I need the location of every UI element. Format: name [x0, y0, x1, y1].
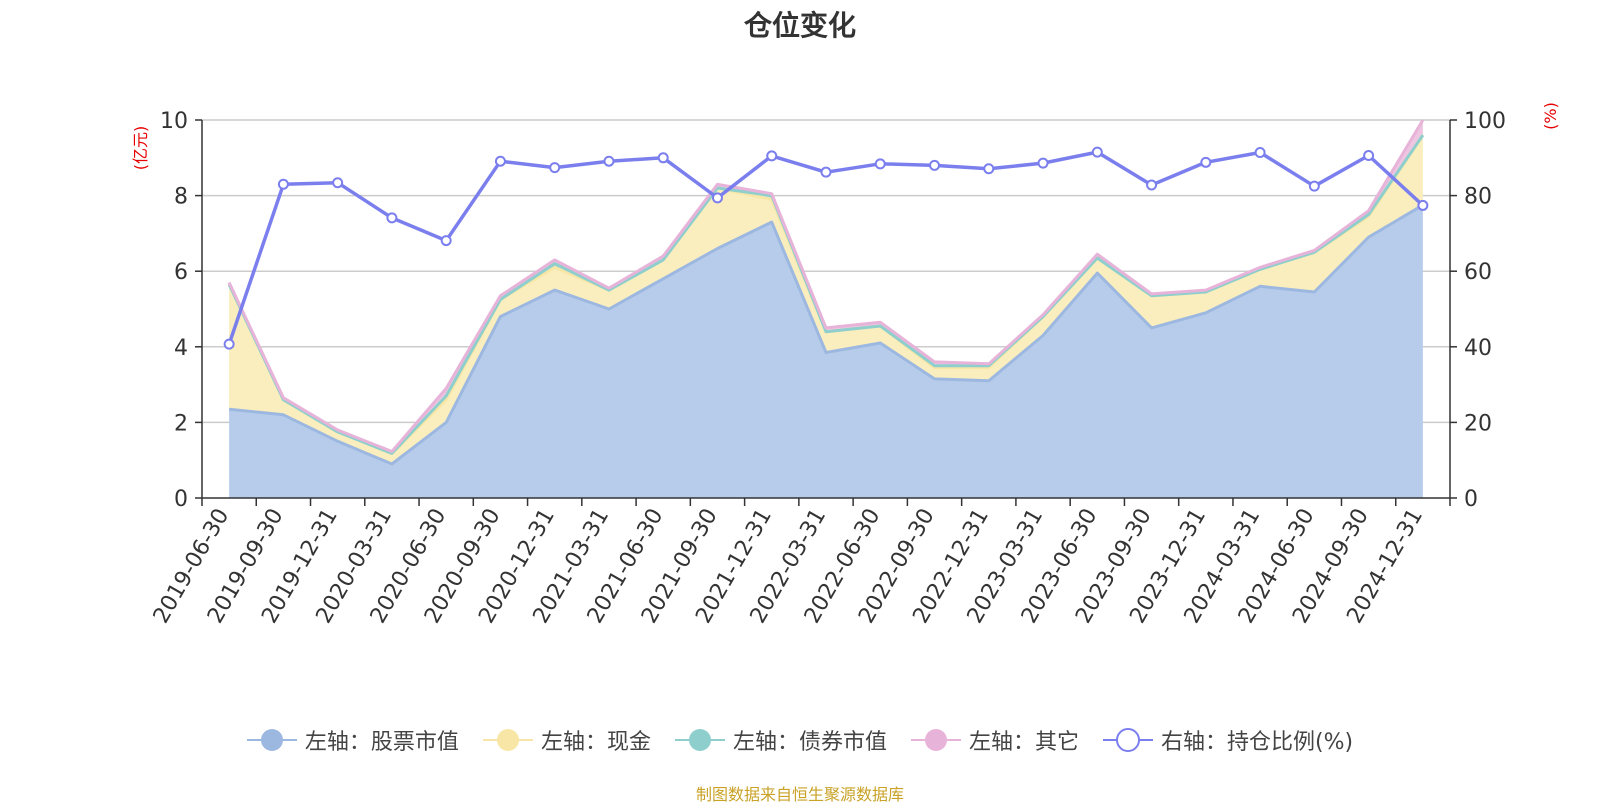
- area-series-1: [229, 135, 1423, 464]
- left-tick-label: 8: [174, 185, 188, 210]
- ratio-point: [711, 192, 723, 204]
- legend-marker-bond: [674, 729, 725, 751]
- legend-item-cash[interactable]: 左轴：现金: [482, 724, 651, 756]
- legend-label-bond: 左轴：债券市值: [732, 730, 887, 755]
- right-tick-label: 60: [1464, 260, 1492, 285]
- ratio-point: [1254, 147, 1266, 159]
- legend-label-stock: 左轴：股票市值: [304, 730, 459, 755]
- ratio-point: [603, 155, 615, 167]
- legend: 左轴：股票市值 左轴：现金 左轴：债券市值 左轴：其它 右轴：持仓比例(%): [0, 722, 1600, 758]
- legend-marker-ratio: [1102, 728, 1153, 752]
- area-edge-series-2: [227, 134, 1425, 455]
- legend-item-ratio[interactable]: 右轴：持仓比例(%): [1102, 724, 1354, 756]
- left-axis-unit-label: (亿元): [131, 126, 150, 171]
- legend-label-cash: 左轴：现金: [540, 730, 651, 755]
- left-tick-label: 0: [174, 487, 188, 512]
- ratio-line: [223, 146, 1429, 350]
- left-tick-label: 2: [174, 411, 188, 436]
- legend-item-bond[interactable]: 左轴：债券市值: [674, 724, 887, 756]
- legend-label-other: 左轴：其它: [968, 730, 1079, 755]
- right-tick-label: 20: [1464, 411, 1492, 436]
- area-edge-series-0: [228, 203, 1424, 466]
- right-tick-label: 40: [1464, 336, 1492, 361]
- ratio-point: [1200, 156, 1212, 168]
- left-tick-label: 4: [174, 336, 188, 361]
- legend-label-ratio: 右轴：持仓比例(%): [1160, 730, 1354, 755]
- ratio-point: [1308, 180, 1320, 192]
- legend-marker-stock: [246, 729, 297, 751]
- legend-marker-other: [910, 729, 961, 751]
- right-axis-unit-label: (%): [1541, 102, 1560, 130]
- left-tick-label: 10: [160, 109, 188, 134]
- legend-item-other[interactable]: 左轴：其它: [910, 724, 1079, 756]
- ratio-point: [1037, 157, 1049, 169]
- ratio-point: [277, 178, 289, 190]
- legend-item-stock[interactable]: 左轴：股票市值: [246, 724, 459, 756]
- ratio-point: [223, 338, 235, 350]
- legend-marker-cash: [482, 729, 533, 751]
- ratio-point: [549, 162, 561, 174]
- right-tick-label: 0: [1464, 487, 1478, 512]
- ratio-point: [1146, 179, 1158, 191]
- ratio-point: [657, 152, 669, 164]
- chart-title: 仓位变化: [743, 9, 856, 42]
- ratio-point: [440, 235, 452, 247]
- ratio-point: [494, 155, 506, 167]
- area-edge-series-3: [227, 119, 1425, 453]
- ratio-point: [386, 212, 398, 224]
- ratio-point: [929, 159, 941, 171]
- right-tick-label: 80: [1464, 185, 1492, 210]
- ratio-point: [1417, 199, 1429, 211]
- ratio-point: [874, 158, 886, 170]
- left-tick-label: 6: [174, 260, 188, 285]
- stacked-areas: [227, 119, 1425, 498]
- ratio-point: [1363, 150, 1375, 162]
- right-tick-label: 100: [1464, 109, 1506, 134]
- ratio-point: [332, 177, 344, 189]
- area-series-0: [229, 205, 1423, 498]
- ratio-point: [820, 166, 832, 178]
- ratio-point: [1091, 146, 1103, 158]
- ratio-point: [983, 163, 995, 175]
- data-source-note: 制图数据来自恒生聚源数据库: [695, 785, 904, 804]
- ratio-point: [766, 150, 778, 162]
